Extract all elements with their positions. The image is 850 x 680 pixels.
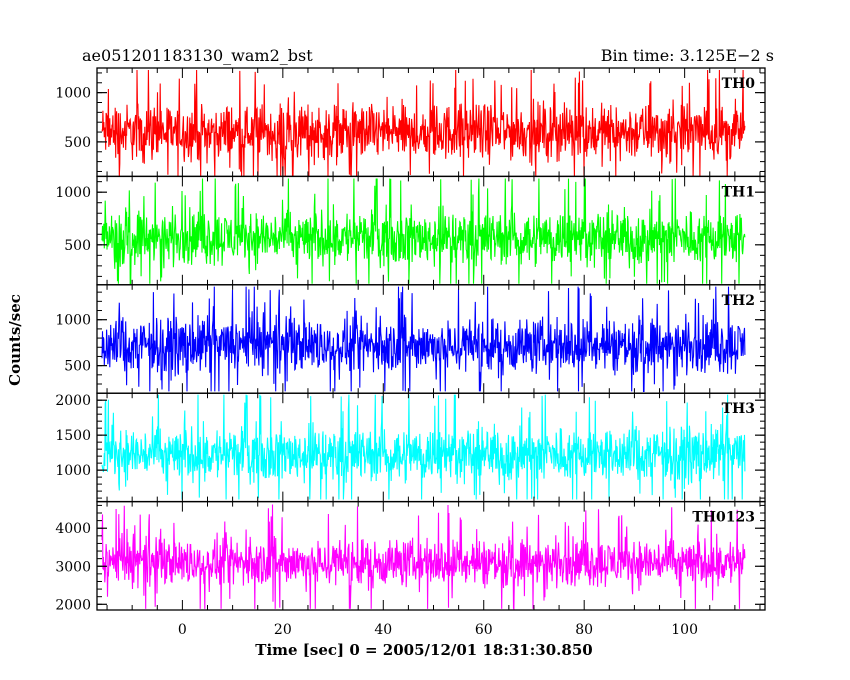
series-th0123 [101,504,746,611]
y-tick-label: 1000 [55,86,91,102]
panel-label: TH1 [722,184,755,200]
panels-group: 500 1000 TH0 500 1000 TH1 500 1000 TH2 1000 1500 20… [55,67,766,613]
panel-th2: 500 1000 TH2 [55,284,766,394]
y-tick-label: 2000 [55,597,91,613]
panel-th3: 1000 1500 2000 TH3 [55,392,766,503]
chart-title-right: Bin time: 3.125E−2 s [601,46,774,65]
panel-label: TH0 [722,76,756,92]
x-tick-label: 20 [274,622,292,638]
panel-frame [96,500,766,611]
panel-label: TH0123 [692,510,755,526]
y-tick-label: 1000 [55,463,91,479]
x-tick-label: 80 [575,622,593,638]
y-tick-label: 1000 [55,185,91,201]
x-tick-label: 100 [671,622,698,638]
chart-title-left: ae051201183130_wam2_bst [82,46,313,65]
panel-label: TH2 [722,293,755,309]
y-tick-label: 2000 [55,393,91,409]
y-tick-label: 500 [64,238,91,254]
x-axis-label: Time [sec] 0 = 2005/12/01 18:31:30.850 [255,641,592,659]
y-tick-label: 4000 [55,521,91,537]
x-axis: 0 20 40 60 80 100 [178,622,698,638]
series-th0 [101,69,746,177]
series-th3 [101,394,746,500]
x-tick-label: 40 [374,622,392,638]
panel-th1: 500 1000 TH1 [55,175,766,286]
y-tick-label: 500 [64,135,91,151]
y-axis-label: Counts/sec [6,294,24,386]
panel-th0123: 2000 3000 4000 TH0123 [55,500,766,613]
y-tick-label: 500 [64,359,91,375]
series-th1 [101,178,746,285]
y-tick-label: 1000 [55,313,91,329]
y-tick-label: 3000 [55,559,91,575]
x-tick-label: 0 [178,622,187,638]
panel-label: TH3 [722,401,755,417]
series-th2 [101,286,746,392]
y-tick-label: 1500 [55,428,91,444]
panel-th0: 500 1000 TH0 [55,67,766,178]
x-tick-label: 60 [475,622,493,638]
